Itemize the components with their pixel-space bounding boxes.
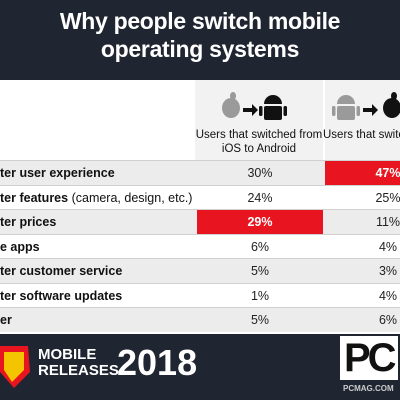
value-cell: 3% — [378, 264, 398, 278]
row-label: ter user experience — [0, 166, 115, 180]
value-cell: 47% — [325, 161, 400, 185]
logo: PC — [340, 336, 398, 380]
value-cell: 29% — [197, 210, 323, 234]
title-line: Why people switch mobile — [59, 8, 341, 34]
table-row: ter user experience 30% 47% — [0, 160, 400, 185]
badge-text: RELEASES — [38, 362, 119, 379]
table-row: ter prices 29% 11% — [0, 209, 400, 234]
column-header: Users that switch from Android to i — [323, 129, 400, 141]
value-cell: 24% — [247, 190, 273, 205]
note: (camera, design, etc.) — [71, 190, 193, 205]
row-label: er — [0, 313, 12, 327]
title-line: operating systems — [100, 36, 300, 62]
table-row: e apps 6% 4% — [0, 233, 400, 259]
table-row: er 5% 6% — [0, 307, 400, 332]
badge-text: MOBILE — [38, 346, 97, 363]
table-row: ter features (camera, design, etc.) 24% 25… — [0, 184, 400, 210]
value-cell: 4% — [378, 239, 398, 254]
year: 2018 — [117, 342, 198, 383]
value-cell: 25% — [375, 190, 400, 205]
row-label: ter prices — [0, 215, 57, 229]
table-row: ter software updates 1% 4% — [0, 282, 400, 308]
value-cell: 1% — [250, 288, 270, 303]
value-cell: 5% — [250, 264, 270, 278]
row-label: ter features (camera, design, etc.) — [0, 190, 193, 205]
value-cell: 5% — [250, 313, 270, 327]
site: PCMAG.COM — [343, 384, 394, 393]
row-label: ter customer service — [0, 264, 123, 278]
table-row: ter customer service 5% 3% — [0, 258, 400, 283]
value-cell: 6% — [378, 313, 398, 327]
value-cell: 11% — [375, 215, 400, 229]
row-label: ter software updates — [0, 288, 123, 303]
value-cell: 4% — [378, 288, 398, 303]
column-header: Users that switched from iOS to Android — [195, 129, 323, 155]
row-label: e apps — [0, 239, 40, 254]
header: Why people switch mobile operating syste… — [0, 0, 400, 80]
badge-icon — [0, 346, 30, 388]
os-icons — [195, 80, 400, 160]
value-cell: 30% — [247, 166, 273, 180]
value-cell: 6% — [250, 239, 270, 254]
footer: MOBILE RELEASES 2018 PC PCMAG.COM — [0, 334, 400, 400]
